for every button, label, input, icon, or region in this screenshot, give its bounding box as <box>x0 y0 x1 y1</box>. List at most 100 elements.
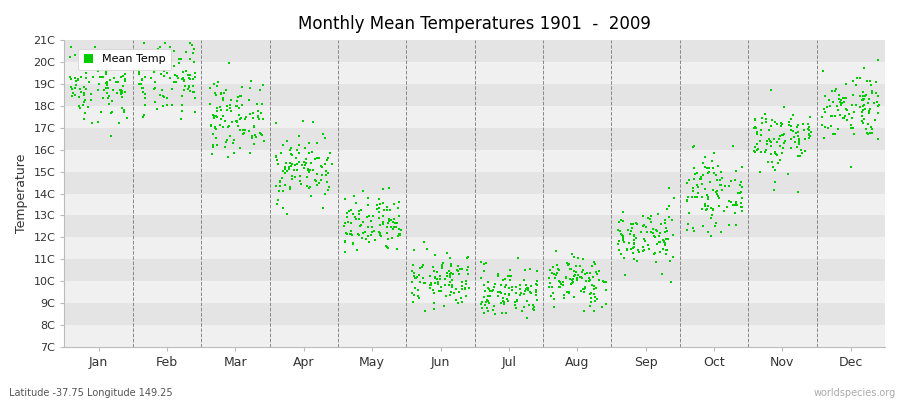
Point <box>765 117 779 123</box>
Bar <box>65 303 885 325</box>
Point <box>452 271 466 278</box>
Point <box>481 285 495 291</box>
Point <box>588 298 602 304</box>
Point <box>223 102 238 108</box>
Point <box>638 238 652 244</box>
Point <box>246 115 260 121</box>
Point <box>443 270 457 277</box>
Point <box>769 119 783 126</box>
Point <box>624 221 638 228</box>
Point <box>97 65 112 71</box>
Point <box>650 228 664 234</box>
Point <box>342 207 356 214</box>
Point <box>372 215 386 221</box>
Point <box>140 66 154 72</box>
Point <box>554 278 568 285</box>
Point <box>575 269 590 276</box>
Bar <box>65 106 885 128</box>
Point <box>445 276 459 283</box>
Point <box>443 279 457 286</box>
Point <box>392 199 407 205</box>
Point <box>428 275 442 281</box>
Point <box>447 290 462 296</box>
Point <box>76 64 91 71</box>
Point <box>488 311 502 318</box>
Point <box>860 130 875 136</box>
Point <box>131 68 146 75</box>
Point <box>300 182 314 189</box>
Point <box>845 102 859 108</box>
Point <box>792 138 806 144</box>
Point <box>376 219 391 226</box>
Point <box>855 113 869 120</box>
Point <box>338 239 352 245</box>
Point <box>76 91 91 97</box>
Bar <box>65 259 885 281</box>
Point <box>277 182 292 188</box>
Point <box>214 107 229 113</box>
Point <box>305 149 320 156</box>
Point <box>256 101 270 108</box>
Point <box>481 308 495 314</box>
Point <box>616 233 630 240</box>
Point <box>372 229 386 235</box>
Point <box>817 135 832 141</box>
Point <box>158 58 172 64</box>
Point <box>839 95 853 101</box>
Point <box>850 75 864 82</box>
Point <box>482 298 496 304</box>
Point <box>136 89 150 95</box>
Point <box>518 288 532 294</box>
Point <box>871 102 886 108</box>
Point <box>791 188 806 195</box>
Point <box>523 289 537 296</box>
Point <box>346 240 360 247</box>
Point <box>733 190 747 197</box>
Point <box>284 172 299 179</box>
Point <box>526 302 540 308</box>
Point <box>99 71 113 77</box>
Point <box>316 205 330 211</box>
Point <box>590 268 604 275</box>
Point <box>118 71 132 77</box>
Point <box>784 116 798 122</box>
Point <box>837 115 851 122</box>
Point <box>382 217 396 224</box>
Point <box>860 126 874 132</box>
Point <box>564 251 579 257</box>
Point <box>77 110 92 116</box>
Point <box>508 302 522 308</box>
Point <box>826 98 841 105</box>
Point <box>102 101 116 107</box>
Point <box>288 162 302 168</box>
Point <box>216 112 230 119</box>
Point <box>70 77 85 83</box>
Bar <box>65 150 885 172</box>
Point <box>730 202 744 208</box>
Point <box>724 178 738 184</box>
Point <box>100 82 114 88</box>
Point <box>840 117 854 123</box>
Point <box>159 102 174 108</box>
Point <box>112 120 126 126</box>
Point <box>218 144 232 150</box>
Point <box>439 270 454 276</box>
Point <box>724 199 738 205</box>
Bar <box>65 325 885 347</box>
Point <box>428 252 442 258</box>
Point <box>315 172 329 178</box>
Point <box>636 247 651 254</box>
Bar <box>65 62 885 84</box>
Point <box>63 74 77 80</box>
Point <box>356 188 371 194</box>
Point <box>176 77 191 84</box>
Point <box>614 216 628 223</box>
Point <box>69 77 84 84</box>
Point <box>634 229 648 236</box>
Point <box>352 211 366 217</box>
Point <box>735 164 750 170</box>
Point <box>513 286 527 292</box>
Point <box>569 268 583 275</box>
Point <box>710 188 724 194</box>
Point <box>830 103 844 109</box>
